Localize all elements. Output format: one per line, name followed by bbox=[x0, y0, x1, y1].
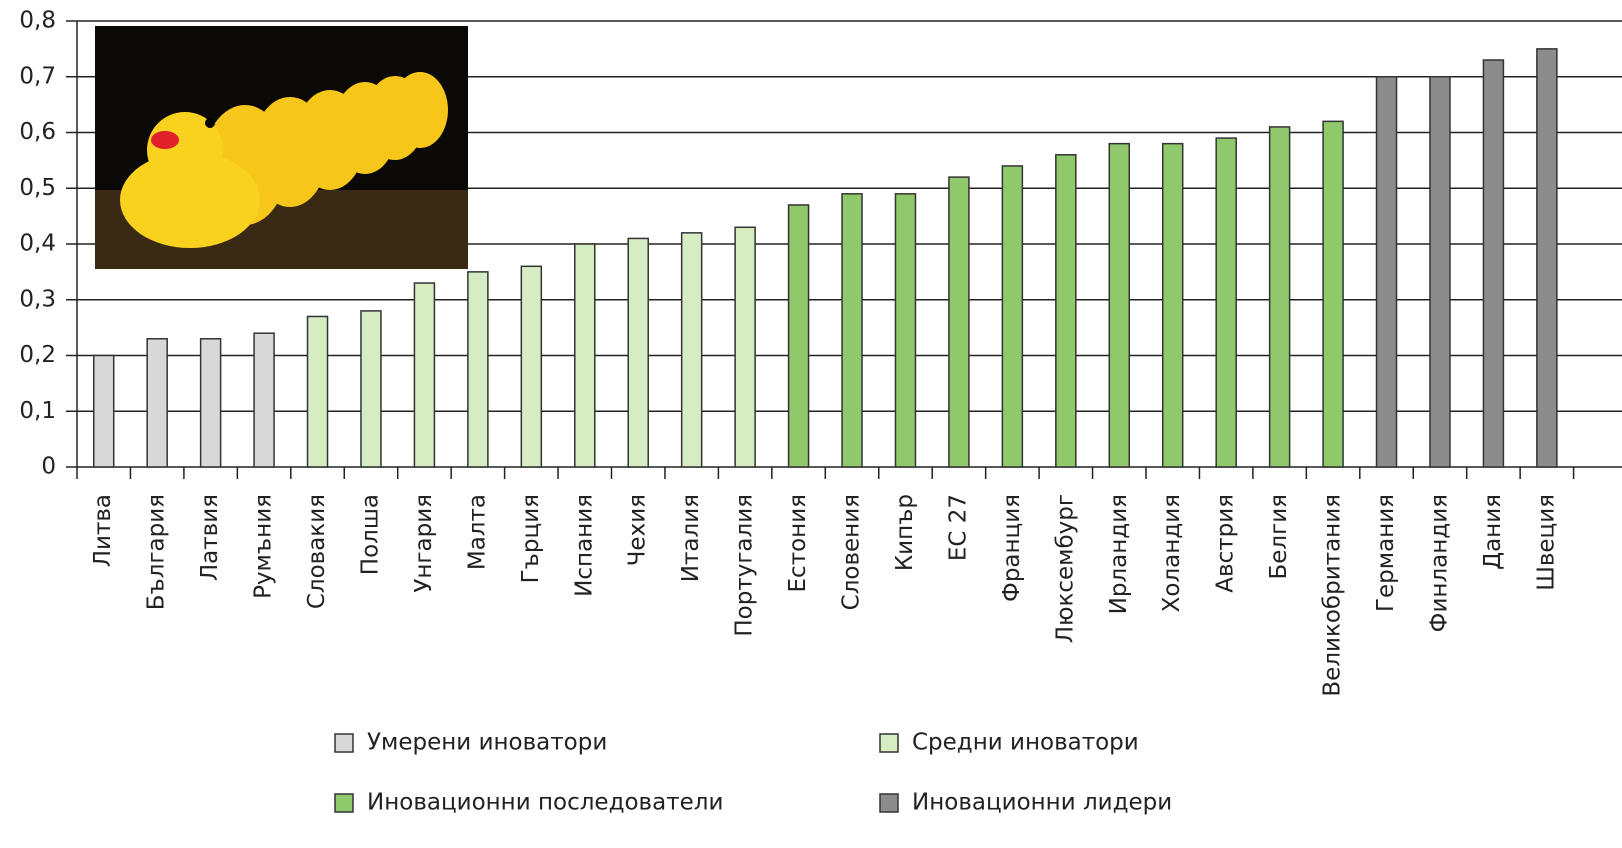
y-tick-label: 0,8 bbox=[19, 8, 56, 34]
bar bbox=[949, 177, 969, 467]
y-tick-label: 0,2 bbox=[19, 342, 56, 368]
x-tick-label: Румъния bbox=[251, 494, 277, 599]
bar bbox=[1270, 127, 1290, 467]
x-tick-label: Чехия bbox=[625, 494, 651, 566]
bar bbox=[1377, 77, 1397, 467]
y-tick-label: 0,1 bbox=[19, 398, 56, 424]
bar bbox=[1109, 144, 1129, 467]
x-tick-label: Австрия bbox=[1213, 494, 1239, 593]
bar bbox=[1216, 138, 1236, 467]
bar bbox=[1483, 60, 1503, 467]
x-tick-label: Испания bbox=[571, 494, 597, 597]
y-tick-label: 0,5 bbox=[19, 175, 56, 201]
bar bbox=[414, 283, 434, 467]
bar bbox=[521, 266, 541, 467]
y-tick-label: 0,4 bbox=[19, 231, 56, 257]
bar bbox=[1002, 166, 1022, 467]
x-tick-label: Холандия bbox=[1159, 494, 1185, 612]
x-tick-label: Великобритания bbox=[1320, 494, 1346, 697]
bar bbox=[1430, 77, 1450, 467]
x-tick-label: Португалия bbox=[732, 494, 758, 637]
bar bbox=[201, 339, 221, 467]
x-tick-label: Литва bbox=[90, 494, 116, 567]
x-tick-label: Белгия bbox=[1266, 494, 1292, 580]
bar bbox=[147, 339, 167, 467]
legend-swatch bbox=[335, 794, 353, 812]
x-tick-label: Словакия bbox=[304, 494, 330, 609]
x-tick-label: Словения bbox=[839, 494, 865, 610]
bar bbox=[308, 316, 328, 467]
x-tick-label: ЕС 27 bbox=[945, 494, 971, 561]
x-tick-label: Люксембург bbox=[1052, 494, 1078, 643]
legend-label: Иновационни лидери bbox=[912, 790, 1172, 816]
bar bbox=[789, 205, 809, 467]
x-tick-label: Латвия bbox=[197, 494, 223, 581]
bar bbox=[94, 356, 114, 468]
legend-swatch bbox=[335, 734, 353, 752]
bar bbox=[1323, 121, 1343, 467]
bar bbox=[361, 311, 381, 467]
legend-label: Умерени иноватори bbox=[367, 730, 607, 756]
y-tick-label: 0,6 bbox=[19, 119, 56, 145]
photo bbox=[95, 26, 468, 269]
bar bbox=[1056, 155, 1076, 467]
x-tick-label: Дания bbox=[1480, 494, 1506, 570]
x-tick-label: Естония bbox=[785, 494, 811, 592]
legend-swatch bbox=[880, 794, 898, 812]
legend-label: Иновационни последователи bbox=[367, 790, 723, 816]
x-tick-label: Кипър bbox=[892, 494, 918, 571]
x-tick-label: Швеция bbox=[1533, 494, 1559, 591]
bar bbox=[575, 244, 595, 467]
x-tick-label: Франция bbox=[999, 494, 1025, 602]
bar bbox=[1537, 49, 1557, 467]
bar bbox=[842, 194, 862, 467]
y-tick-label: 0 bbox=[41, 454, 56, 480]
bar bbox=[628, 238, 648, 467]
x-tick-label: България bbox=[144, 494, 170, 610]
chart: 0 0,1 0,2 0,3 0,4 0,5 0,6 0,7 0,8 Литва България Ла… bbox=[0, 0, 1622, 848]
x-tick-label: Ирландия bbox=[1106, 494, 1132, 614]
bar bbox=[895, 194, 915, 467]
x-tick-label: Малта bbox=[464, 494, 490, 570]
x-tick-label: Италия bbox=[678, 494, 704, 582]
bar bbox=[254, 333, 274, 467]
y-tick-label: 0,7 bbox=[19, 63, 56, 89]
x-tick-label: Гърция bbox=[518, 494, 544, 583]
y-tick-label: 0,3 bbox=[19, 286, 56, 312]
bar bbox=[735, 227, 755, 467]
bar bbox=[468, 272, 488, 467]
bar bbox=[682, 233, 702, 467]
x-tick-label: Финландия bbox=[1426, 494, 1452, 632]
x-tick-label: Полша bbox=[357, 494, 383, 575]
legend-label: Средни иноватори bbox=[912, 730, 1139, 756]
legend-swatch bbox=[880, 734, 898, 752]
x-tick-label: Унгария bbox=[411, 494, 437, 593]
bar bbox=[1163, 144, 1183, 467]
x-tick-label: Германия bbox=[1373, 494, 1399, 612]
